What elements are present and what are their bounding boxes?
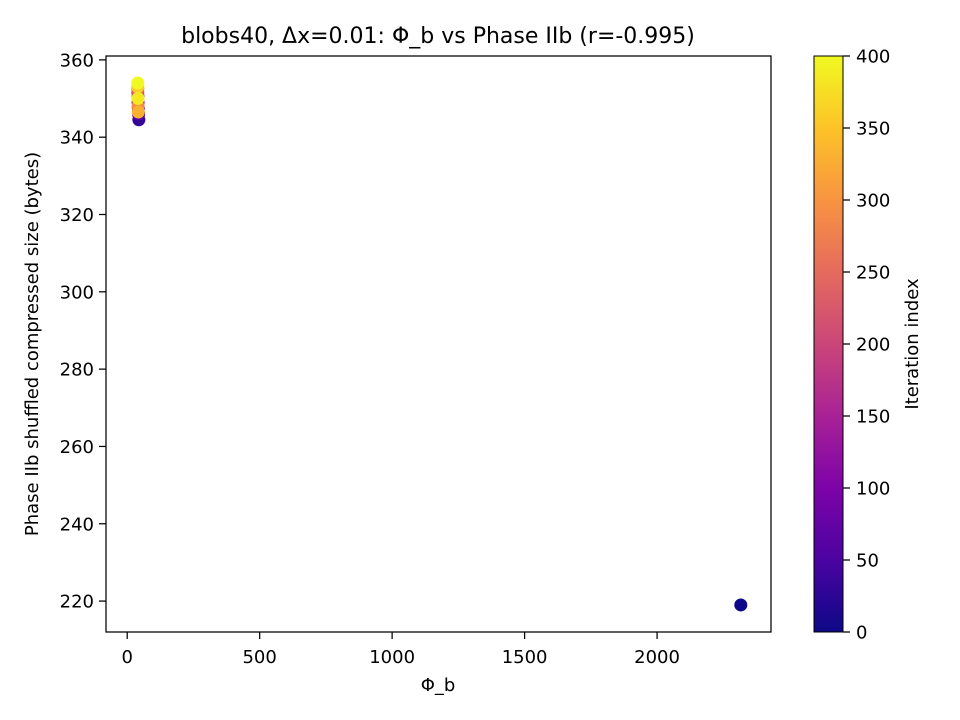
y-tick-label: 240 bbox=[60, 514, 94, 535]
x-tick-label: 1000 bbox=[369, 647, 415, 668]
scatter-point bbox=[131, 76, 145, 90]
plot-area: 0 500 1000 1500 2000 220 240 260 280 300 320 340 36… bbox=[60, 50, 772, 668]
x-tick-label: 0 bbox=[121, 647, 132, 668]
y-tick-label: 220 bbox=[60, 592, 94, 613]
y-tick-label: 360 bbox=[60, 50, 94, 71]
y-tick-label: 260 bbox=[60, 437, 94, 458]
y-tick-label: 280 bbox=[60, 360, 94, 381]
colorbar-tick-label: 200 bbox=[856, 335, 890, 356]
scatter-point bbox=[734, 598, 748, 612]
plot-frame bbox=[105, 55, 772, 633]
colorbar: 0 50 100 150 200 250 300 350 400 Iteration index bbox=[813, 47, 923, 644]
y-axis-label: Phase IIb shuffled compressed size (byte… bbox=[22, 152, 43, 536]
chart-title: blobs40, Δx=0.01: Φ_b vs Phase IIb (r=-0… bbox=[181, 24, 695, 49]
colorbar-gradient bbox=[813, 55, 844, 633]
colorbar-tick-label: 350 bbox=[856, 119, 890, 140]
colorbar-tick-label: 300 bbox=[856, 191, 890, 212]
colorbar-tick-label: 150 bbox=[856, 407, 890, 428]
x-tick-label: 1500 bbox=[502, 647, 548, 668]
colorbar-tick-label: 400 bbox=[856, 47, 890, 68]
colorbar-tick-label: 100 bbox=[856, 479, 890, 500]
y-tick-label: 320 bbox=[60, 205, 94, 226]
x-axis-label: Φ_b bbox=[421, 675, 456, 696]
y-axis: 220 240 260 280 300 320 340 360 bbox=[60, 50, 106, 613]
scatter-point bbox=[131, 92, 145, 106]
y-tick-label: 300 bbox=[60, 282, 94, 303]
colorbar-tick-label: 50 bbox=[856, 551, 879, 572]
x-tick-label: 500 bbox=[242, 647, 276, 668]
colorbar-tick-label: 250 bbox=[856, 263, 890, 284]
colorbar-tick-label: 0 bbox=[856, 623, 867, 644]
data-points bbox=[131, 76, 748, 612]
colorbar-label: Iteration index bbox=[902, 278, 923, 410]
scatter-point bbox=[131, 105, 145, 119]
y-tick-label: 340 bbox=[60, 128, 94, 149]
colorbar-ticks: 0 50 100 150 200 250 300 350 400 bbox=[843, 47, 890, 644]
x-axis: 0 500 1000 1500 2000 bbox=[121, 632, 680, 668]
x-tick-label: 2000 bbox=[634, 647, 680, 668]
